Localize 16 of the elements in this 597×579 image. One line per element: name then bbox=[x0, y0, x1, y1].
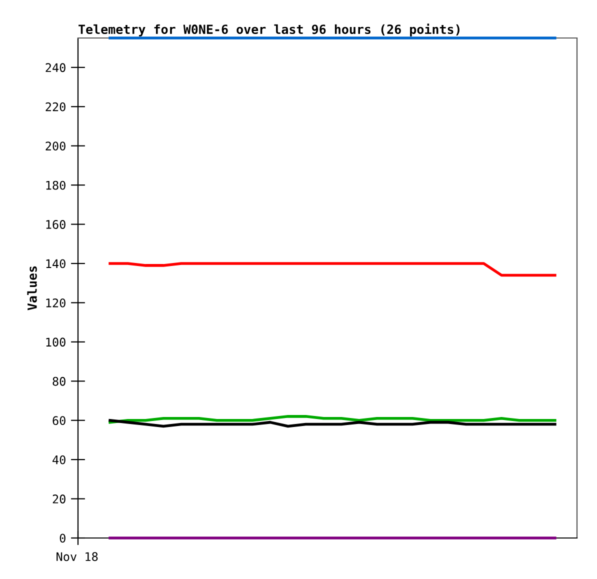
text: Nov 18 bbox=[56, 552, 98, 562]
y-tick-label: 140 bbox=[46, 259, 66, 268]
y-tick-label: 200 bbox=[46, 142, 66, 151]
y-tick-label: 0 bbox=[60, 534, 66, 543]
y-tick-label: 160 bbox=[46, 220, 66, 229]
y-tick-label: 120 bbox=[46, 298, 66, 308]
y-tick-label: 240 bbox=[46, 63, 66, 72]
y-tick-label: 100 bbox=[46, 338, 66, 347]
y-tick-label: 40 bbox=[52, 455, 66, 464]
y-tick-label: 220 bbox=[46, 102, 66, 112]
y-tick-label: 80 bbox=[52, 376, 66, 386]
chart-title: Telemetry for W0NE-6 over last 96 hours (26 points) bbox=[78, 24, 460, 36]
y-axis-title: Values bbox=[27, 266, 37, 310]
y-tick-label: 60 bbox=[52, 416, 66, 426]
y-tick-label: 180 bbox=[46, 180, 66, 190]
y-tick-label: 20 bbox=[52, 494, 66, 504]
